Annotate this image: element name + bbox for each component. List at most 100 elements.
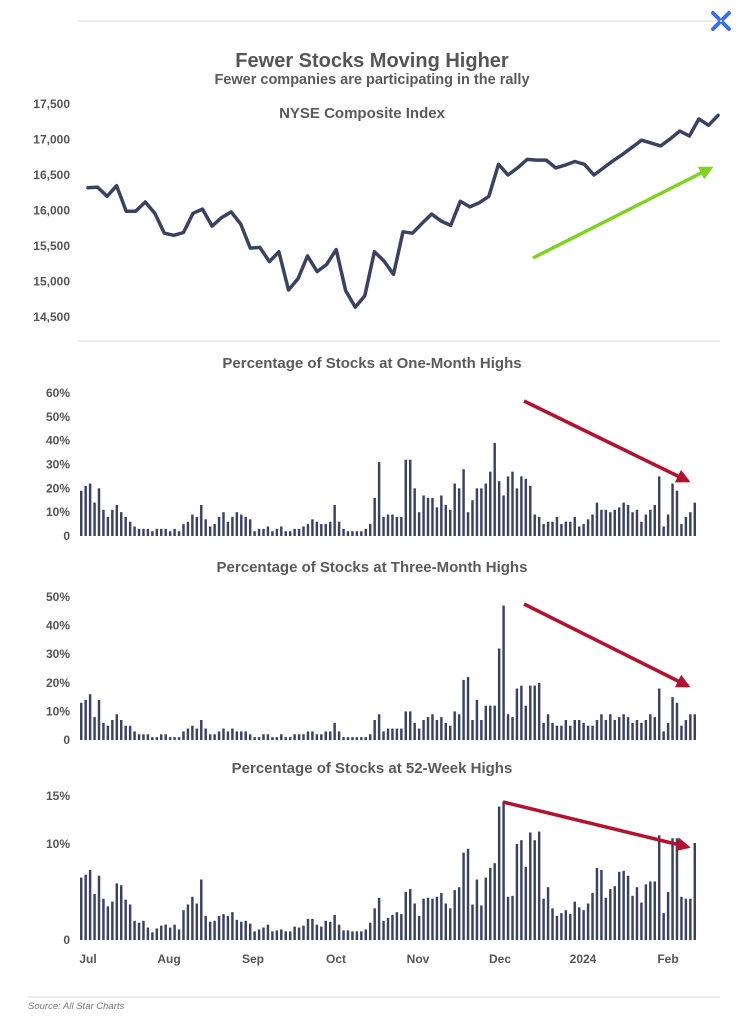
bar xyxy=(453,890,456,940)
bar xyxy=(449,725,452,740)
bar xyxy=(591,892,594,940)
bar xyxy=(244,920,247,940)
bar xyxy=(315,521,319,536)
bar xyxy=(368,734,372,740)
bar xyxy=(671,697,674,740)
bar xyxy=(253,531,256,536)
y-tick-label: 20% xyxy=(46,676,70,690)
bar xyxy=(515,488,519,536)
bar xyxy=(142,528,145,536)
bar xyxy=(106,725,110,740)
bar xyxy=(515,844,519,940)
bar xyxy=(680,524,683,536)
bar xyxy=(337,731,341,740)
bar xyxy=(306,731,310,740)
bar xyxy=(231,516,234,536)
x-tick-label: Oct xyxy=(326,952,346,966)
bar xyxy=(640,521,643,536)
bar xyxy=(604,509,608,536)
bar xyxy=(604,897,608,940)
bar xyxy=(146,734,150,740)
bar xyxy=(315,734,319,740)
bar xyxy=(635,719,639,740)
bar xyxy=(533,514,536,536)
bar xyxy=(471,904,474,940)
bar xyxy=(355,931,359,940)
bar xyxy=(253,931,256,940)
bar xyxy=(151,932,154,940)
bar xyxy=(640,722,643,740)
bar xyxy=(248,923,252,940)
bar xyxy=(262,734,265,740)
bar xyxy=(324,731,327,740)
bar xyxy=(577,907,581,940)
bar xyxy=(635,509,639,536)
bar xyxy=(195,903,199,940)
bar xyxy=(297,927,301,940)
bar xyxy=(106,906,110,940)
y-tick-label: 60% xyxy=(46,386,70,400)
bar xyxy=(111,901,114,940)
bar xyxy=(493,705,496,740)
bar xyxy=(111,719,114,740)
bar xyxy=(288,931,292,940)
bar xyxy=(600,714,603,740)
bar xyxy=(631,512,634,536)
bar xyxy=(213,734,216,740)
bar xyxy=(431,714,434,740)
bar xyxy=(142,920,145,940)
bar xyxy=(640,902,643,940)
bar xyxy=(146,927,150,940)
bar xyxy=(173,528,176,536)
x-tick-label: Sep xyxy=(242,952,264,966)
bar xyxy=(168,531,172,536)
bar xyxy=(569,914,572,940)
bar xyxy=(231,912,234,940)
bar xyxy=(662,526,665,536)
bar xyxy=(177,531,181,536)
bar xyxy=(311,731,314,740)
bar xyxy=(551,722,554,740)
bar xyxy=(662,913,665,940)
bar xyxy=(160,734,163,740)
bar xyxy=(520,685,523,740)
bar xyxy=(684,516,688,536)
bar xyxy=(231,728,234,740)
bar xyxy=(400,914,403,940)
bar xyxy=(337,924,341,940)
bar xyxy=(591,725,594,740)
bar xyxy=(80,702,83,740)
bar xyxy=(288,737,292,740)
bar xyxy=(564,521,568,536)
bar xyxy=(413,488,416,536)
panel-title-nyse: NYSE Composite Index xyxy=(279,105,446,122)
bar xyxy=(364,929,367,940)
bar xyxy=(395,728,399,740)
bar xyxy=(444,505,448,536)
bar xyxy=(573,719,576,740)
bar xyxy=(208,526,212,536)
bar xyxy=(542,722,545,740)
bar xyxy=(622,502,625,536)
bar xyxy=(102,509,105,536)
bar xyxy=(240,731,243,740)
bar xyxy=(186,904,190,940)
bar xyxy=(373,908,376,940)
bar xyxy=(151,531,154,536)
bar xyxy=(280,734,283,740)
bar xyxy=(222,914,225,940)
bar xyxy=(444,903,448,940)
bar xyxy=(137,922,141,940)
bar xyxy=(471,719,474,740)
bar xyxy=(208,921,212,940)
bar xyxy=(328,731,332,740)
bar xyxy=(342,528,345,536)
bar xyxy=(297,734,301,740)
panel-title-one-month: Percentage of Stocks at One-Month Highs xyxy=(222,355,521,372)
bar xyxy=(244,731,247,740)
bar xyxy=(533,840,536,940)
bar xyxy=(475,488,479,536)
bar xyxy=(311,918,314,940)
bar xyxy=(520,476,523,536)
bar xyxy=(93,502,96,536)
